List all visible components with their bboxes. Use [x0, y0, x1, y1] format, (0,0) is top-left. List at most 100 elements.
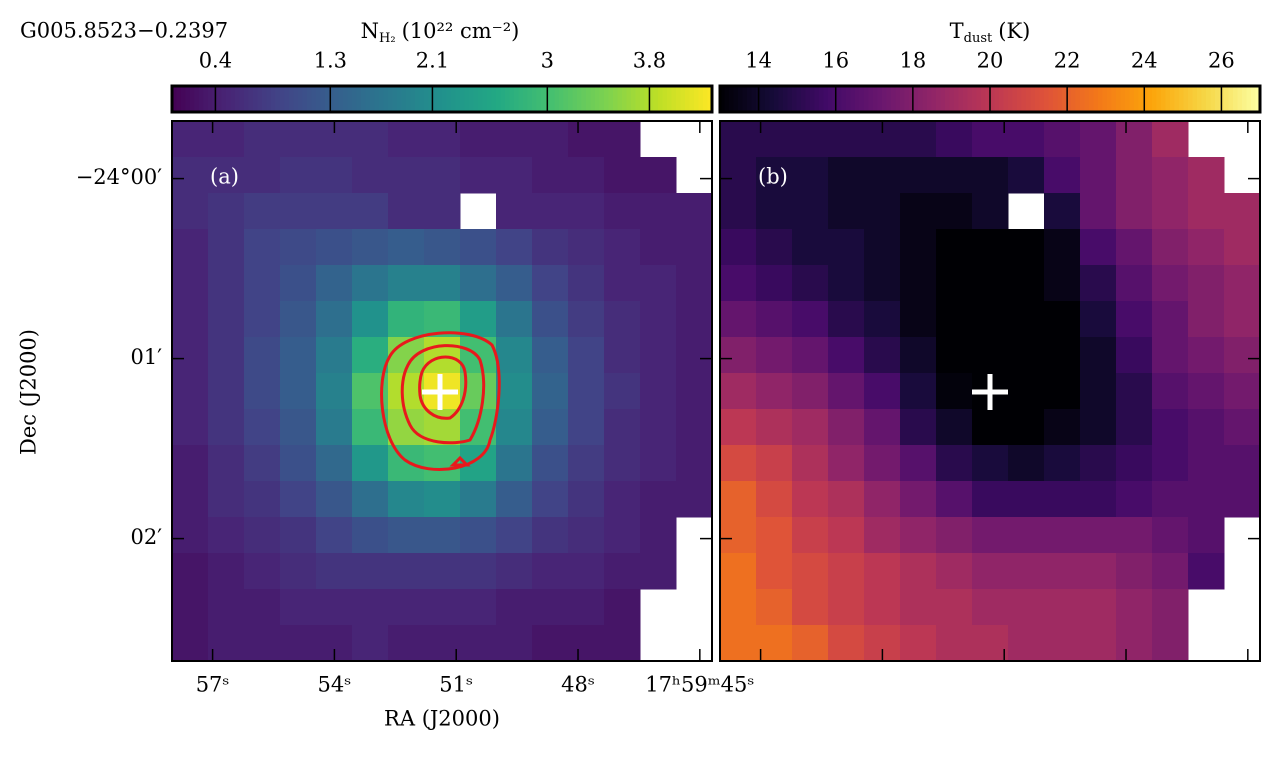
heat-cell: [900, 265, 937, 302]
heat-cell: [900, 337, 937, 374]
heat-cell: [756, 121, 793, 158]
colorbar-gradient: [1039, 86, 1045, 112]
colorbar-gradient: [1093, 86, 1099, 112]
colorbar-gradient: [172, 86, 178, 112]
label-unit: (10²² cm⁻²): [402, 19, 520, 43]
heat-cell: [244, 301, 281, 338]
heat-cell: [388, 481, 425, 518]
heat-cell: [244, 553, 281, 590]
heat-cell: [640, 481, 677, 518]
heat-cell: [1008, 157, 1045, 194]
heat-cell: [792, 445, 829, 482]
heat-cell: [936, 409, 973, 446]
heat-cell: [424, 337, 461, 374]
colorbar-gradient: [415, 86, 421, 112]
heat-cell: [1116, 337, 1153, 374]
heat-cell: [604, 301, 641, 338]
heat-cell: [172, 589, 209, 626]
heat-cell: [316, 409, 353, 446]
colorbar-gradient: [1021, 86, 1027, 112]
colorbar-gradient: [284, 86, 290, 112]
heat-cell: [1152, 301, 1189, 338]
heat-cell: [604, 193, 641, 230]
heat-cell: [936, 373, 973, 410]
colorbar-gradient: [667, 86, 673, 112]
colorbar-gradient: [248, 86, 254, 112]
colorbar-gradient: [747, 86, 753, 112]
colorbar-gradient: [882, 86, 888, 112]
heat-cell: [496, 625, 533, 662]
colorbar-gradient: [208, 86, 214, 112]
colorbar-gradient: [316, 86, 322, 112]
colorbar-gradient: [1147, 86, 1153, 112]
heat-cell: [972, 265, 1009, 302]
heat-cell: [316, 373, 353, 410]
colorbar-gradient: [523, 86, 529, 112]
heat-cell: [496, 229, 533, 266]
heat-cell: [388, 625, 425, 662]
heat-cell: [828, 517, 865, 554]
heat-cell: [1152, 193, 1189, 230]
colorbar-gradient: [999, 86, 1005, 112]
heat-cell: [496, 553, 533, 590]
heat-cell: [388, 157, 425, 194]
colorbar-gradient: [302, 86, 308, 112]
colorbar-gradient: [859, 86, 865, 112]
colorbar-gradient: [729, 86, 735, 112]
colorbar-gradient: [909, 86, 915, 112]
heat-cell: [936, 445, 973, 482]
colorbar-gradient: [181, 86, 187, 112]
colorbar-gradient: [864, 86, 870, 112]
colorbar-gradient: [518, 86, 524, 112]
colorbar-gradient: [846, 86, 852, 112]
colorbar-gradient: [509, 86, 515, 112]
colorbar-gradient: [379, 86, 385, 112]
heat-cell: [936, 193, 973, 230]
heat-cell: [1044, 517, 1081, 554]
colorbar-gradient: [608, 86, 614, 112]
heat-cell: [828, 445, 865, 482]
colorbar-gradient: [918, 86, 924, 112]
colorbar-gradient: [1080, 86, 1086, 112]
heat-cell: [720, 337, 757, 374]
heat-cell: [1152, 121, 1189, 158]
heat-cell: [936, 121, 973, 158]
heat-cell: [864, 553, 901, 590]
heat-cell: [496, 373, 533, 410]
heat-cell: [568, 157, 605, 194]
heat-cell: [532, 517, 569, 554]
heat-cell: [1008, 373, 1045, 410]
heat-cell: [568, 553, 605, 590]
colorbar-gradient: [1030, 86, 1036, 112]
heat-cell: [460, 157, 497, 194]
heat-cell: [1224, 445, 1261, 482]
colorbar-gradient: [724, 86, 730, 112]
heat-cell: [1152, 373, 1189, 410]
colorbar-gradient: [419, 86, 425, 112]
colorbar-gradient: [783, 86, 789, 112]
colorbar-gradient: [1170, 86, 1176, 112]
heat-cell: [936, 229, 973, 266]
heat-cell: [1116, 373, 1153, 410]
heat-cell: [720, 157, 757, 194]
colorbar-gradient: [352, 86, 358, 112]
heat-cell: [208, 121, 245, 158]
colorbar-gradient: [599, 86, 605, 112]
heat-cell: [864, 409, 901, 446]
colorbar-gradient: [1224, 86, 1230, 112]
colorbar-gradient: [891, 86, 897, 112]
heat-cell: [1188, 553, 1225, 590]
heat-cell: [208, 193, 245, 230]
overlay: [380, 331, 1008, 472]
heat-cell: [972, 229, 1009, 266]
colorbar-gradient: [595, 86, 601, 112]
heat-cell: [568, 121, 605, 158]
colorbar-gradient: [406, 86, 412, 112]
heat-cell: [1224, 301, 1261, 338]
colorbar-gradient: [392, 86, 398, 112]
heat-cell: [280, 517, 317, 554]
heat-cell: [1116, 157, 1153, 194]
heat-cell: [208, 445, 245, 482]
colorbar-gradient: [563, 86, 569, 112]
heat-cell: [244, 265, 281, 302]
